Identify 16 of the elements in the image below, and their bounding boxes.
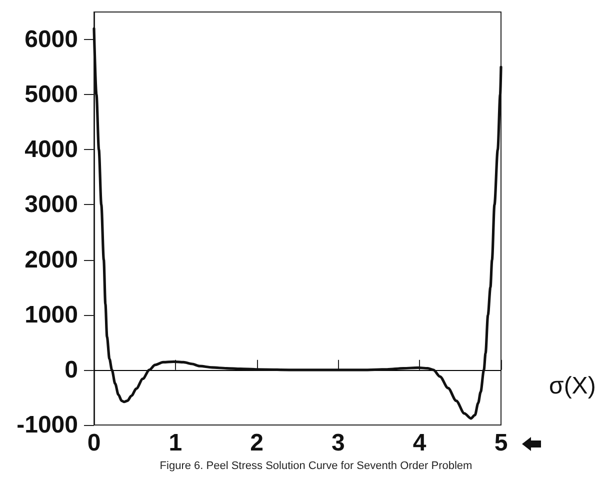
y-tick-label: 5000 (24, 81, 78, 108)
y-tick-label: 0 (64, 356, 78, 384)
caption: Figure 6. Peel Stress Solution Curve for Seventh Order Problem (160, 460, 472, 472)
y-tick-label: 1000 (24, 301, 78, 328)
x-tick-label: 2 (250, 430, 264, 456)
x-tick-label: 3 (332, 430, 345, 456)
x-tick-label: 4 (412, 430, 427, 456)
x-tick-label: 5 (494, 430, 508, 456)
y-tick-label: 6000 (24, 26, 78, 54)
y-tick-label: 4000 (24, 136, 78, 164)
y-tick-label: 3000 (24, 191, 78, 218)
x-tick-label: 1 (168, 430, 182, 456)
x-axis-title: σ(X) (549, 372, 596, 400)
y-tick-label: -1000 (16, 412, 78, 438)
x-tick-label: 0 (87, 430, 101, 456)
y-tick-label: 2000 (24, 246, 78, 274)
